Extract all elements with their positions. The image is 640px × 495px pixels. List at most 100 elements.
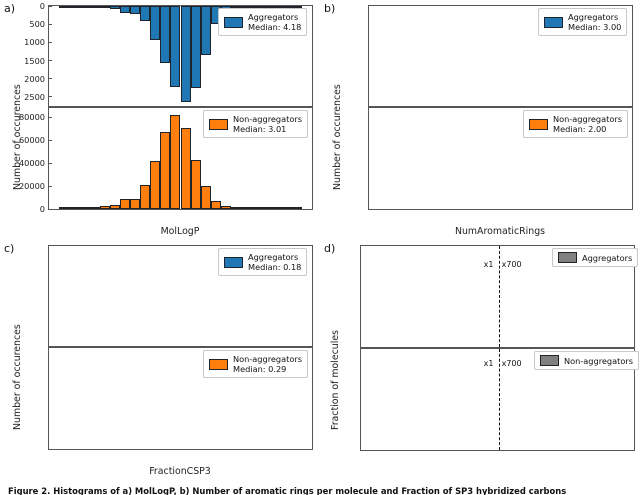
histogram-bar: [119, 6, 130, 14]
legend-label: Non-aggregators: [553, 114, 622, 124]
histogram-bar: [231, 6, 242, 8]
y-tick-label: 2500: [24, 92, 52, 102]
legend-swatch-nonaggregators: [540, 355, 559, 366]
histogram-bar: [89, 207, 100, 209]
histogram-bar: [99, 6, 110, 9]
panel-d-top-scale-divider: [498, 246, 500, 347]
histogram-bar: [129, 199, 141, 209]
histogram-bar: [170, 6, 181, 88]
histogram-bar: [291, 6, 302, 8]
panel-c-label: c): [4, 242, 15, 255]
histogram-bar: [210, 200, 221, 209]
histogram-bar: [69, 207, 80, 209]
histogram-bar: [59, 6, 70, 8]
histogram-bar: [109, 205, 120, 209]
histogram-bar: [180, 127, 191, 209]
panel-b-ylabel: Number of occurences: [332, 84, 343, 190]
panel-d-bottom-axes: x1 x700: [360, 348, 635, 451]
legend-swatch-nonaggregators: [529, 118, 548, 130]
legend-median: Median: 3.01: [233, 124, 287, 134]
panel-c-xlabel: FractionCSP3: [149, 466, 211, 477]
panel-d-label: d): [324, 242, 336, 255]
histogram-bar: [119, 199, 130, 209]
panel-a-xlabel: MolLogP: [160, 226, 200, 237]
panel-b-top-legend: Aggregators Median: 3.00: [538, 8, 628, 36]
histogram-bar: [129, 6, 141, 14]
histogram-bar: [251, 207, 262, 209]
legend-median: Median: 0.18: [248, 262, 302, 272]
panel-d-bottom-legend: Non-aggregators: [534, 351, 639, 370]
panel-d-top-scale-right: x700: [501, 260, 522, 269]
histogram-bar: [200, 186, 211, 209]
legend-swatch-nonaggregators: [209, 118, 228, 130]
legend-label: Non-aggregators: [233, 114, 302, 124]
panel-b: b) Number of occurences Aggregators Medi…: [320, 0, 640, 240]
panel-a-label: a): [4, 2, 16, 15]
histogram-bar: [59, 207, 70, 209]
histogram-bar: [251, 6, 262, 8]
histogram-bar: [291, 207, 302, 209]
histogram-bar: [160, 6, 171, 64]
panel-d-bottom-scale-left: x1: [483, 359, 494, 368]
legend-median: Median: 3.00: [568, 22, 622, 32]
histogram-bar: [281, 207, 292, 209]
histogram-bar: [140, 6, 151, 21]
panel-d: d) Fraction of molecules x1 x700 Aggrega…: [320, 240, 640, 480]
y-tick-label: 80000: [19, 112, 53, 122]
legend-label: Non-aggregators: [564, 355, 633, 366]
panel-a-bottom-legend: Non-aggregators Median: 3.01: [203, 110, 308, 138]
legend-label: Aggregators: [248, 252, 299, 262]
y-tick-label: 1000: [24, 37, 52, 47]
panel-d-bottom-scale-right: x700: [501, 359, 522, 368]
legend-median: Median: 4.18: [248, 22, 302, 32]
histogram-bar: [150, 6, 161, 40]
legend-label: Non-aggregators: [233, 354, 302, 364]
panel-c-bottom-axes: [48, 347, 313, 450]
panel-a-top-legend: Aggregators Median: 4.18: [218, 8, 308, 36]
y-tick-label: 2000: [24, 74, 52, 84]
histogram-bar: [79, 6, 90, 8]
histogram-bar: [79, 207, 90, 209]
panel-c-bottom-legend: Non-aggregators Median: 0.29: [203, 350, 308, 378]
histogram-bar: [231, 207, 242, 209]
histogram-bar: [190, 6, 201, 89]
legend-swatch-aggregators: [544, 16, 563, 28]
histogram-bar: [160, 132, 171, 209]
y-tick-label: 0: [40, 1, 53, 11]
legend-swatch-aggregators: [224, 256, 243, 268]
histogram-bar: [241, 6, 252, 8]
legend-swatch-aggregators: [558, 252, 577, 263]
panel-d-ylabel: Fraction of molecules: [330, 329, 341, 430]
y-tick-label: 0: [40, 204, 53, 214]
histogram-bar: [261, 6, 272, 8]
legend-swatch-nonaggregators: [209, 358, 228, 370]
panel-c-top-legend: Aggregators Median: 0.18: [218, 248, 308, 276]
histogram-bar: [271, 6, 282, 8]
histogram-bar: [281, 6, 292, 8]
panel-d-top-scale-left: x1: [483, 260, 494, 269]
histogram-bar: [261, 207, 272, 209]
y-tick-label: 500: [29, 19, 52, 29]
panel-a: a) Number of occurences 0 500 1000 1500 2000…: [0, 0, 320, 240]
histogram-bar: [140, 185, 151, 209]
legend-label: Aggregators: [568, 12, 619, 22]
panel-b-xlabel: NumAromaticRings: [454, 226, 546, 237]
legend-label: Aggregators: [582, 252, 633, 263]
histogram-bar: [200, 6, 211, 55]
histogram-bar: [150, 160, 161, 209]
y-tick-label: 40000: [19, 158, 53, 168]
legend-median: Median: 0.29: [233, 364, 287, 374]
histogram-bar: [109, 6, 120, 9]
panel-d-bottom-scale-divider: [498, 349, 500, 450]
histogram-bar: [69, 6, 80, 8]
panel-b-label: b): [324, 2, 336, 15]
legend-label: Aggregators: [248, 12, 299, 22]
histogram-bar: [89, 6, 100, 8]
panel-b-bottom-legend: Non-aggregators Median: 2.00: [523, 110, 628, 138]
panel-d-top-legend: Aggregators: [552, 248, 639, 267]
legend-median: Median: 2.00: [553, 124, 607, 134]
panel-c-ylabel: Number of occurences: [12, 324, 23, 430]
histogram-bar: [271, 207, 282, 209]
legend-swatch-aggregators: [224, 16, 243, 28]
histogram-bar: [190, 160, 201, 209]
